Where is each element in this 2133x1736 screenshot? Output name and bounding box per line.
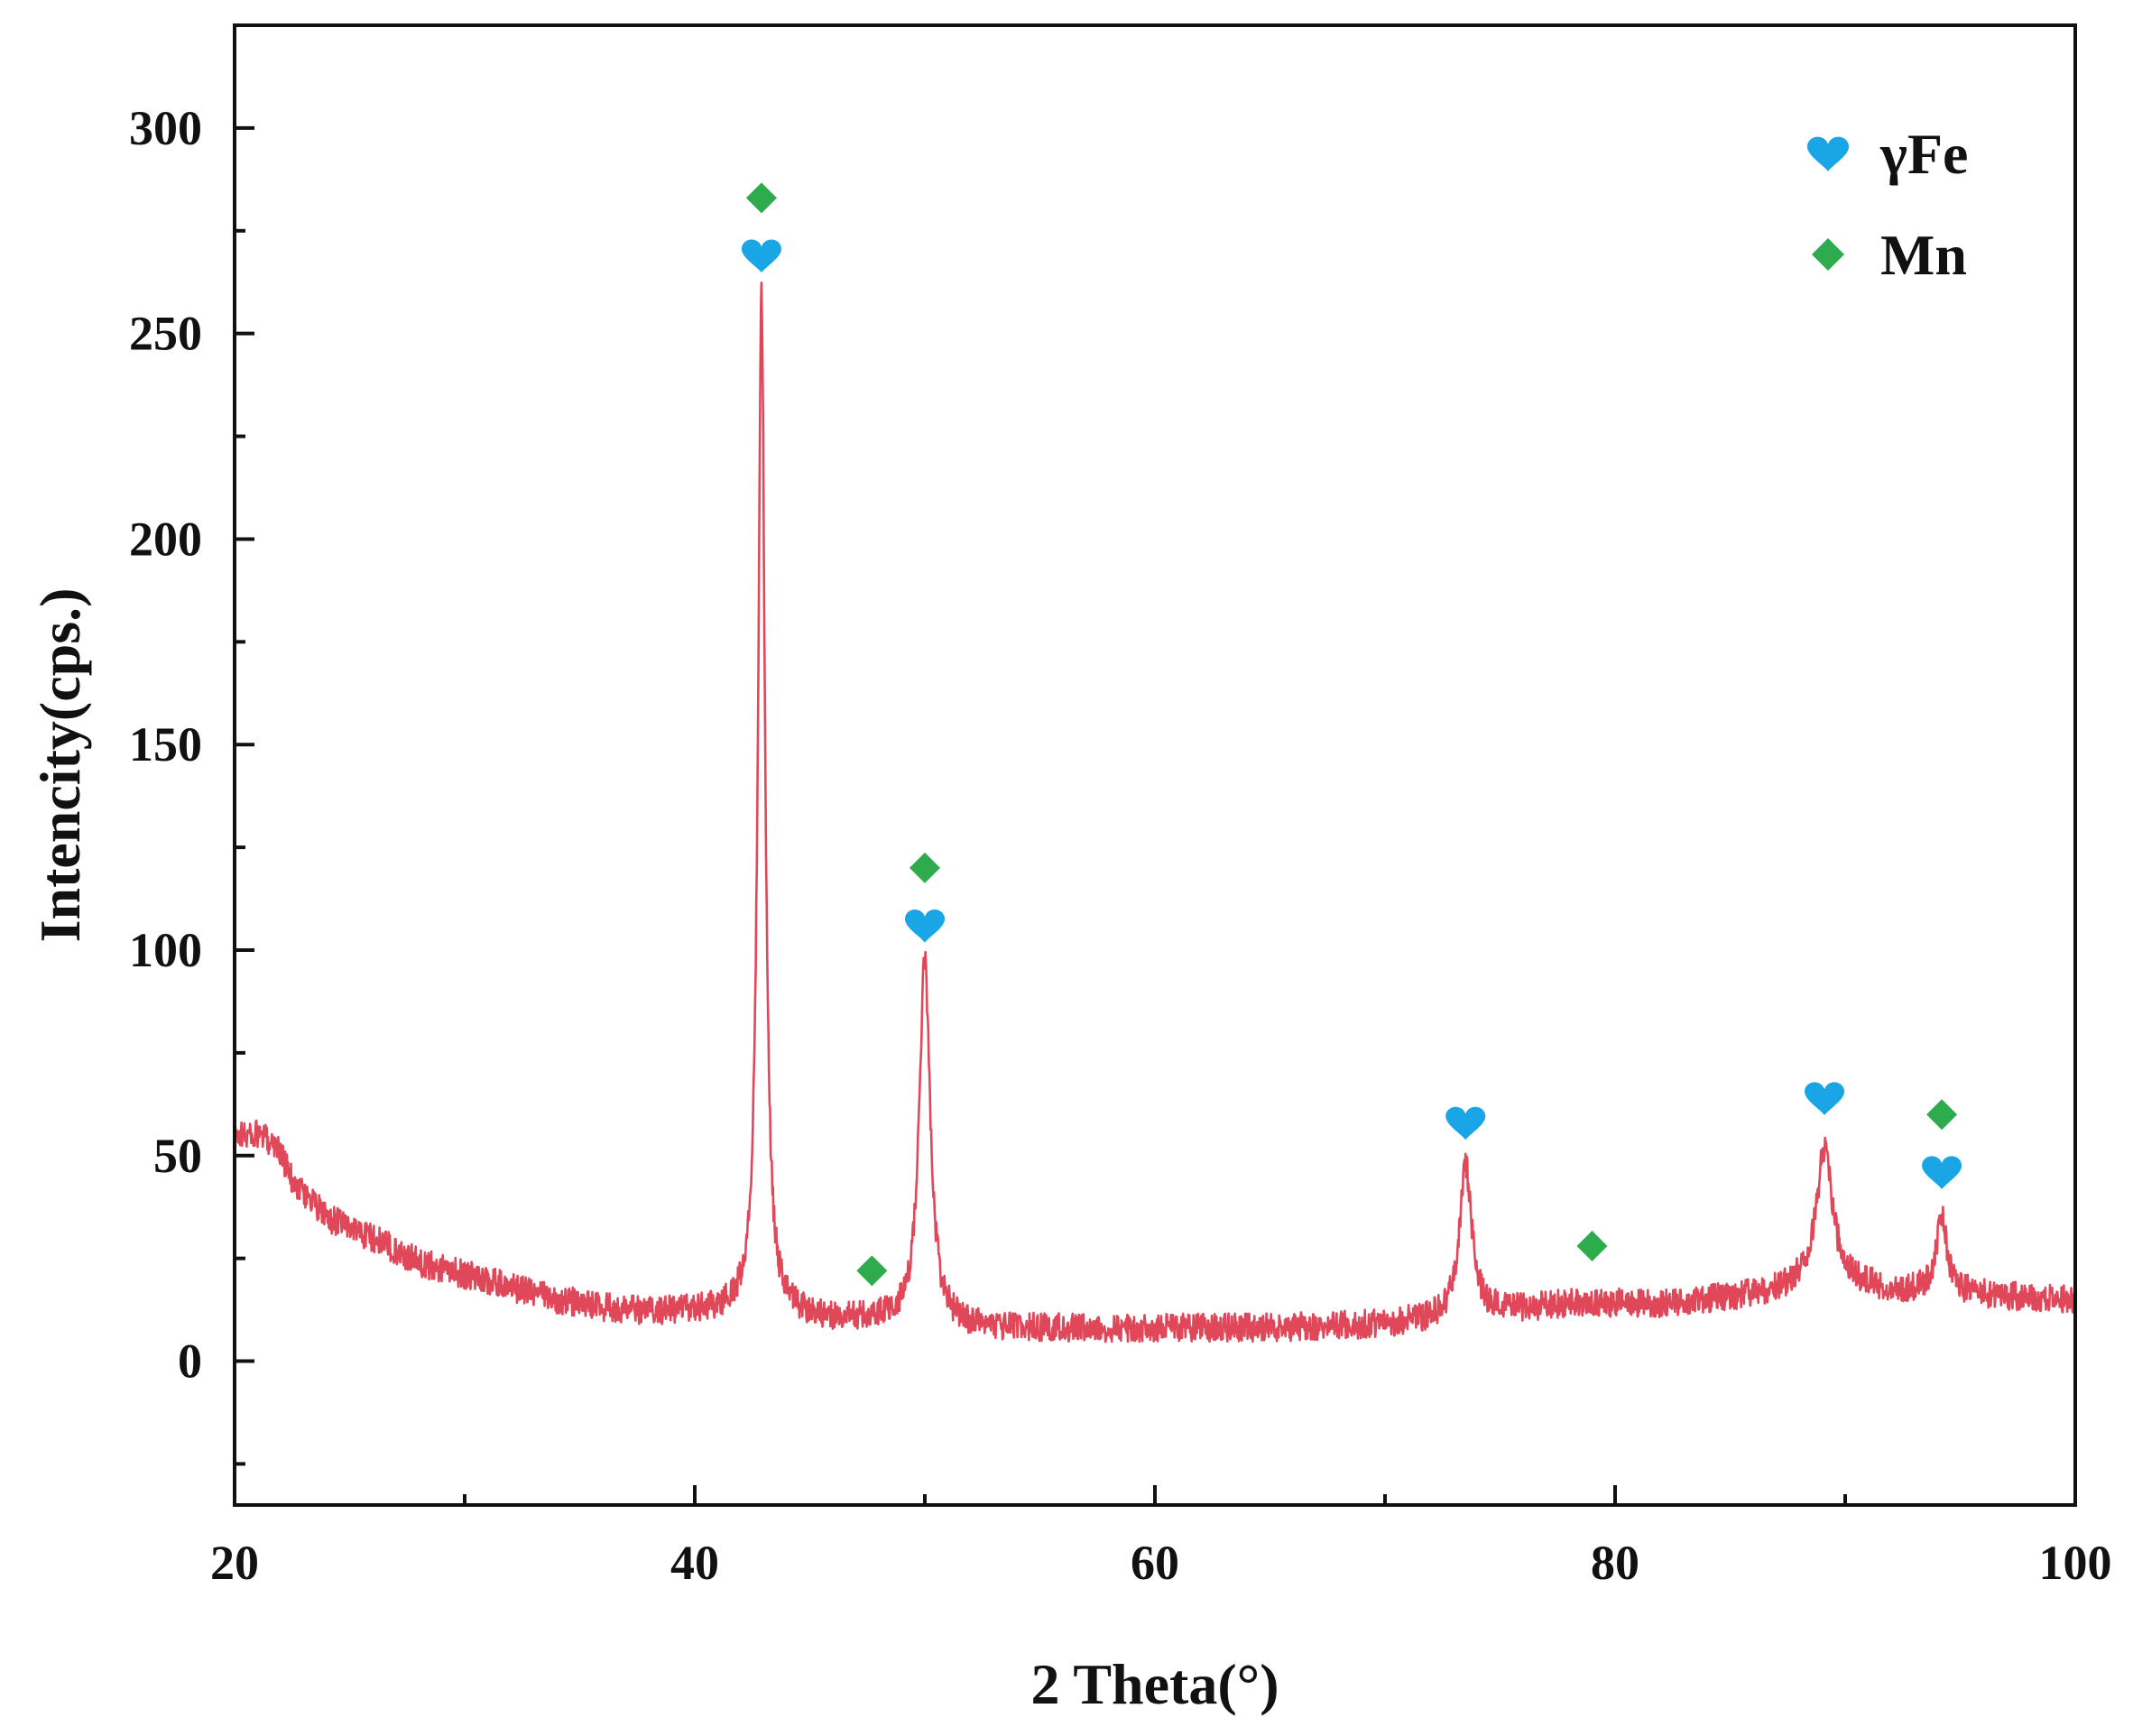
y-tick-label: 200	[129, 512, 202, 566]
heart-icon	[741, 239, 781, 273]
y-tick-label: 50	[153, 1129, 202, 1183]
heart-icon	[1922, 1156, 1962, 1190]
diamond-icon	[745, 182, 777, 214]
diamond-icon	[910, 852, 940, 883]
diamond-icon	[1812, 238, 1844, 271]
y-tick-label: 150	[129, 717, 202, 771]
phase-markers	[741, 182, 1962, 1287]
diamond-icon	[1926, 1099, 1958, 1131]
series-line	[233, 282, 2076, 1344]
x-tick-label: 100	[2039, 1536, 2112, 1590]
x-tick-label: 40	[670, 1536, 719, 1590]
diamond-icon	[856, 1255, 888, 1287]
legend: γFe Mn	[1806, 122, 1968, 287]
y-tick-label: 0	[178, 1334, 202, 1389]
y-tick-label: 300	[129, 101, 202, 155]
diamond-icon	[1576, 1231, 1608, 1261]
x-tick-label: 80	[1591, 1536, 1639, 1590]
axis-ticks: 20 40 60 80 100 0 50 100 150 200 250 300	[129, 101, 2112, 1590]
x-tick-label: 60	[1131, 1536, 1179, 1590]
y-tick-label: 250	[129, 307, 202, 361]
legend-label: Mn	[1880, 223, 1967, 287]
x-axis-title: 2 Theta(°)	[1030, 1652, 1279, 1716]
plot-area	[233, 282, 2076, 1344]
heart-icon	[1805, 1082, 1845, 1116]
x-tick-label: 20	[210, 1536, 259, 1590]
heart-icon	[1806, 136, 1850, 171]
heart-icon	[904, 910, 946, 943]
y-tick-label: 100	[129, 923, 202, 977]
y-axis-title: Intencity(cps.)	[28, 588, 92, 943]
legend-label: γFe	[1879, 122, 1968, 186]
heart-icon	[1445, 1106, 1486, 1140]
